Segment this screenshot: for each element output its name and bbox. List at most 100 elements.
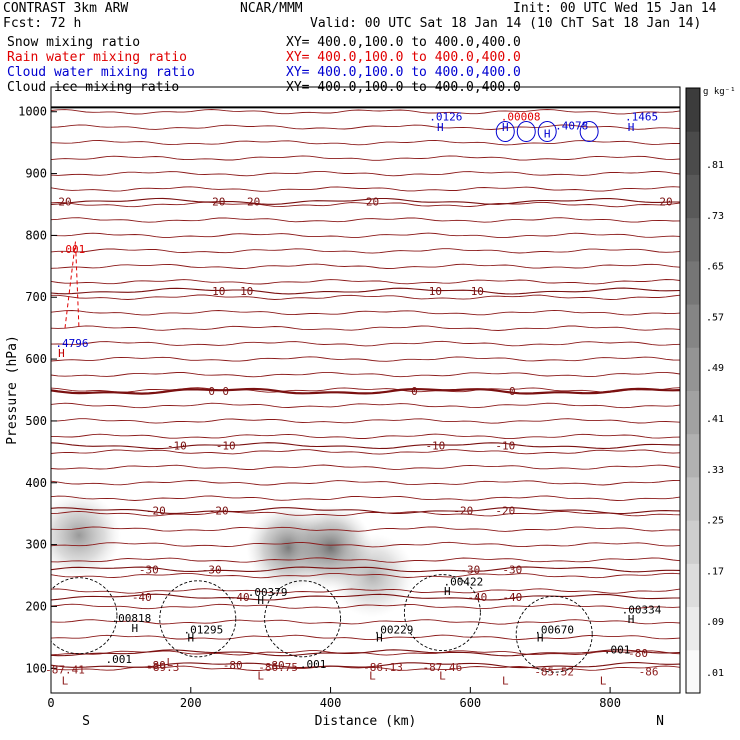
colorbar-level-label: .81 — [706, 160, 724, 171]
colorbar-step — [686, 649, 700, 694]
isentrope-line-12 — [51, 480, 680, 486]
colorbar-step — [686, 260, 700, 305]
field-name-snow: Snow mixing ratio — [7, 35, 141, 50]
isentrope-line-13 — [51, 464, 680, 470]
y-axis-label: Pressure (hPa) — [5, 335, 20, 445]
colorbar-level-label: .57 — [706, 312, 724, 323]
isentrope-line-9 — [51, 526, 680, 532]
isentrope-line-0 — [51, 665, 680, 671]
y-tick-label: 1000 — [18, 105, 47, 119]
extremum-label: L — [62, 675, 69, 688]
contour-label: -40 — [502, 591, 522, 604]
contour-label: -80 — [146, 659, 166, 672]
isentrope-line-10 — [51, 510, 680, 517]
contour-label: 10 — [471, 285, 484, 298]
extremum-label: H — [502, 121, 509, 134]
colorbar-step — [686, 606, 700, 651]
contour-label: -40 — [467, 591, 487, 604]
contour-label: -40 — [132, 591, 152, 604]
colorbar-step — [686, 88, 700, 132]
x-tick-label: 0 — [47, 696, 54, 710]
contour-label: -80 — [223, 659, 243, 672]
contour-label: 10 — [429, 285, 442, 298]
temperature-contour-6 — [51, 387, 680, 395]
y-tick-label: 100 — [25, 661, 47, 675]
isentrope-line-11 — [51, 495, 680, 501]
forecast-hour: Fcst: 72 h — [3, 16, 82, 31]
extremum-label: .00334 — [622, 604, 662, 617]
colorbar-level-label: .41 — [706, 414, 724, 425]
extremum-label: H — [257, 594, 264, 607]
x-tick-label: 200 — [180, 696, 202, 710]
extremum-label: -86 — [639, 665, 659, 678]
contour-label: -10 — [425, 440, 445, 453]
contour-label: 20 — [366, 195, 379, 208]
isentrope-line-25 — [51, 279, 680, 285]
cloud-ice-outline-1 — [159, 580, 237, 658]
extremum-label: H — [437, 121, 444, 134]
extremum-label: .00422 — [443, 576, 483, 589]
y-tick-label: 700 — [25, 290, 47, 304]
isentrope-line-20 — [51, 356, 680, 362]
north-label: N — [656, 714, 664, 729]
extremum-label: H — [628, 121, 635, 134]
isentrope-line-7 — [51, 557, 680, 563]
contour-label: 0 — [509, 385, 516, 398]
colorbar-step — [686, 217, 700, 262]
y-tick-label: 800 — [25, 228, 47, 242]
isentrope-line-8 — [51, 541, 680, 548]
contour-label: -30 — [502, 563, 522, 576]
isentrope-line-30 — [51, 201, 680, 208]
contour-label: -10 — [495, 440, 515, 453]
extremum-label: H — [132, 622, 139, 635]
extremum-label: H — [58, 347, 65, 360]
isentrope-line-16 — [51, 418, 680, 424]
colorbar-step — [686, 347, 700, 391]
contour-label: 20 — [247, 195, 260, 208]
extremum-label: H — [628, 613, 635, 626]
extremum-label: -89.3 — [146, 661, 179, 674]
contour-label: -20 — [146, 505, 166, 518]
field-name-rain: Rain water mixing ratio — [7, 50, 188, 65]
extremum-label: .01295 — [183, 623, 223, 636]
cloud-ice-outline-4 — [515, 595, 593, 673]
temperature-contour-7 — [51, 287, 680, 295]
contour-label: -10 — [167, 440, 187, 453]
colorbar-step — [686, 563, 700, 608]
colorbar-step — [686, 131, 700, 175]
contour-label: -40 — [230, 591, 250, 604]
colorbar-level-label: .49 — [706, 363, 724, 374]
colorbar-level-label: .73 — [706, 211, 724, 222]
extremum-label: H — [187, 631, 194, 644]
extremum-label: .0126 — [429, 111, 462, 124]
contour-label: -10 — [216, 440, 236, 453]
rain-water-contour — [64, 241, 80, 329]
isentrope-line-17 — [51, 402, 680, 409]
isentrope-line-35 — [51, 124, 680, 130]
isentrope-line-32 — [51, 170, 680, 177]
extremum-label: .00229 — [374, 623, 414, 636]
valid-time: Valid: 00 UTC Sat 18 Jan 14 (10 ChT Sat … — [310, 16, 702, 31]
extremum-label: .00670 — [534, 623, 574, 636]
cloud-water-contour-low-3 — [579, 121, 599, 143]
x-tick-label: 600 — [459, 696, 481, 710]
isentrope-line-28 — [51, 232, 680, 239]
extremum-label: L — [502, 675, 509, 688]
contour-label: 10 — [212, 285, 225, 298]
extremum-label: L — [600, 675, 607, 688]
cloud-ice-shading-0 — [51, 493, 121, 578]
cloud-ice-outline-0 — [51, 577, 118, 655]
colorbar-step — [686, 390, 700, 435]
extremum-label: .00379 — [248, 586, 288, 599]
contour-label: 10 — [240, 285, 253, 298]
y-tick-label: 900 — [25, 167, 47, 181]
extremum-label: .001 — [59, 243, 86, 256]
contour-label: 20 — [212, 195, 225, 208]
extremum-label: -87.41 — [45, 664, 85, 677]
isentrope-line-24 — [51, 294, 680, 300]
isentrope-line-26 — [51, 263, 680, 269]
isentrope-line-2 — [51, 634, 680, 641]
extremum-label: L — [369, 670, 376, 683]
y-tick-label: 300 — [25, 538, 47, 552]
